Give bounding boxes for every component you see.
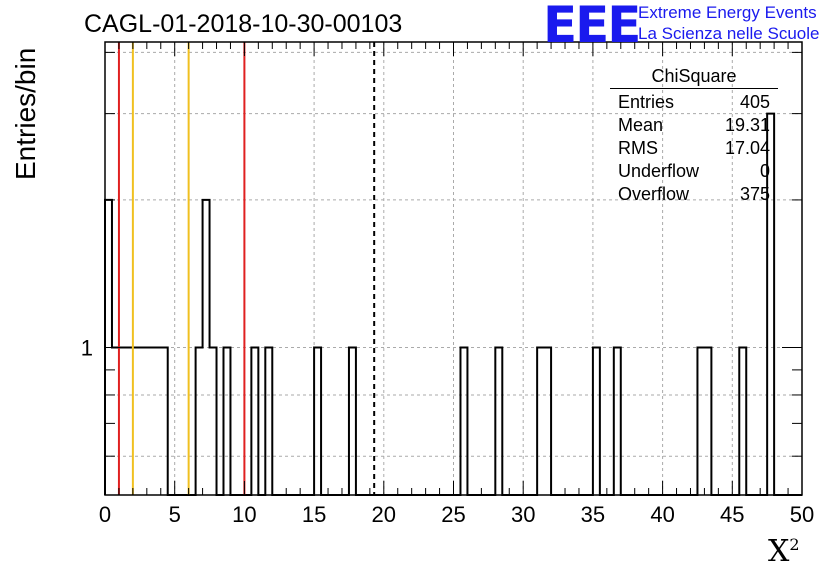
histogram-bin <box>147 347 154 495</box>
stats-value: 0 <box>759 161 770 181</box>
stats-label: Entries <box>618 92 675 112</box>
y-axis-label: Entries/bin <box>10 47 41 180</box>
chart-title: CAGL-01-2018-10-30-00103 <box>84 10 403 38</box>
logo-line-1: Extreme Energy Events <box>638 3 817 22</box>
histogram-bin <box>314 347 321 495</box>
stats-row: Entries 405 <box>610 91 778 114</box>
stats-row: Underflow 0 <box>610 160 778 183</box>
x-tick-label: 30 <box>511 502 535 527</box>
histogram-bin <box>697 347 704 495</box>
y-tick-label: 1 <box>81 335 93 360</box>
stats-box: ChiSquare Entries 405 Mean 19.31 RMS 17.… <box>610 66 778 206</box>
x-axis-label-base: X <box>768 534 790 569</box>
histogram-bin <box>223 347 230 495</box>
histogram-bin <box>140 347 147 495</box>
x-tick-label: 45 <box>720 502 744 527</box>
stats-label: RMS <box>618 138 658 158</box>
histogram-bin <box>210 347 217 495</box>
histogram-bin <box>495 347 502 495</box>
histogram-bin <box>349 347 356 495</box>
x-tick-label: 10 <box>232 502 256 527</box>
stats-value: 405 <box>739 92 770 112</box>
x-tick-label: 20 <box>372 502 396 527</box>
histogram-bin <box>739 347 746 495</box>
histogram-bin <box>154 347 161 495</box>
x-tick-label: 25 <box>441 502 465 527</box>
histogram-bin <box>614 347 621 495</box>
x-tick-label: 0 <box>99 502 111 527</box>
stats-title: ChiSquare <box>610 66 778 89</box>
histogram-bin <box>161 347 168 495</box>
histogram-bin <box>537 347 544 495</box>
x-tick-label: 15 <box>302 502 326 527</box>
stats-row: Overflow 375 <box>610 183 778 206</box>
stats-label: Underflow <box>618 161 700 181</box>
histogram-bin <box>251 347 258 495</box>
histogram-bin <box>203 200 210 495</box>
x-axis-label-superscript: 2 <box>789 535 800 554</box>
histogram-bin <box>593 347 600 495</box>
histogram-bin <box>460 347 467 495</box>
x-axis-label: X2 <box>768 534 800 569</box>
stats-value: 375 <box>739 184 770 204</box>
stats-label: Overflow <box>618 184 690 204</box>
stats-label: Mean <box>618 115 664 135</box>
x-tick-label: 40 <box>650 502 674 527</box>
histogram-bin <box>265 347 272 495</box>
eee-logo: EEE <box>543 0 641 54</box>
x-tick-label: 35 <box>581 502 605 527</box>
stats-row: RMS 17.04 <box>610 137 778 160</box>
histogram-bin <box>544 347 551 495</box>
histogram-bin <box>133 347 140 495</box>
stats-value: 19.31 <box>724 115 770 135</box>
x-tick-label: 5 <box>169 502 181 527</box>
x-tick-label: 50 <box>790 502 814 527</box>
histogram-bin <box>119 347 126 495</box>
logo-line-2: La Scienza nelle Scuole <box>638 24 820 43</box>
histogram-bin <box>126 347 133 495</box>
histogram-bin <box>704 347 711 495</box>
histogram-bin <box>196 347 203 495</box>
stats-value: 17.04 <box>724 138 770 158</box>
stats-row: Mean 19.31 <box>610 114 778 137</box>
